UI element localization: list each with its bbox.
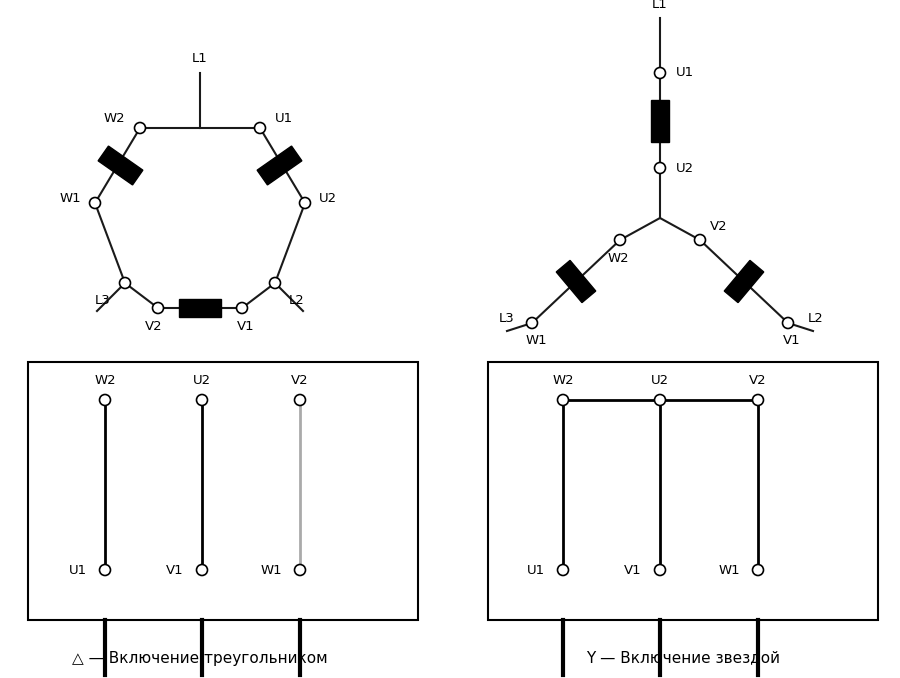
Text: L3: L3: [499, 313, 514, 325]
Polygon shape: [724, 260, 764, 302]
Text: U1: U1: [676, 66, 694, 79]
Circle shape: [752, 565, 763, 576]
Text: W2: W2: [104, 111, 125, 125]
Text: U2: U2: [319, 193, 338, 205]
Text: U2: U2: [651, 374, 669, 386]
Polygon shape: [179, 299, 221, 317]
Circle shape: [196, 395, 208, 405]
Text: L3: L3: [95, 294, 111, 308]
Text: L1: L1: [652, 0, 668, 10]
Text: V2: V2: [710, 220, 727, 233]
Circle shape: [269, 277, 281, 289]
Text: U1: U1: [69, 563, 87, 576]
Circle shape: [255, 123, 266, 134]
Text: V1: V1: [238, 319, 255, 332]
Text: L1: L1: [192, 52, 208, 66]
Text: L2: L2: [808, 313, 824, 325]
Circle shape: [615, 235, 626, 245]
Text: W1: W1: [260, 563, 282, 576]
Circle shape: [695, 235, 706, 245]
Circle shape: [654, 68, 665, 79]
Text: V1: V1: [625, 563, 642, 576]
Circle shape: [654, 565, 665, 576]
Text: W2: W2: [553, 374, 574, 386]
Circle shape: [134, 123, 146, 134]
Text: V2: V2: [145, 319, 163, 332]
Polygon shape: [556, 260, 596, 302]
Circle shape: [294, 395, 305, 405]
Circle shape: [120, 277, 130, 289]
Circle shape: [300, 197, 310, 209]
Circle shape: [294, 565, 305, 576]
Text: U1: U1: [275, 111, 293, 125]
Circle shape: [196, 565, 208, 576]
Circle shape: [152, 302, 164, 313]
Circle shape: [526, 317, 537, 329]
Text: U2: U2: [676, 161, 694, 174]
Text: U2: U2: [193, 374, 212, 386]
Bar: [488, 362, 878, 620]
Polygon shape: [651, 100, 669, 142]
Text: Y — Включение звездой: Y — Включение звездой: [586, 650, 780, 666]
Text: W2: W2: [94, 374, 116, 386]
Text: U1: U1: [526, 563, 545, 576]
Text: W1: W1: [59, 193, 81, 205]
Text: V1: V1: [783, 334, 801, 348]
Polygon shape: [257, 146, 302, 185]
Text: W2: W2: [608, 252, 629, 264]
Text: V1: V1: [166, 563, 184, 576]
Circle shape: [237, 302, 248, 313]
Circle shape: [100, 565, 111, 576]
Text: V2: V2: [292, 374, 309, 386]
Circle shape: [654, 395, 665, 405]
Text: V2: V2: [749, 374, 767, 386]
Circle shape: [557, 395, 569, 405]
Text: L2: L2: [289, 294, 305, 308]
Circle shape: [89, 197, 101, 209]
Polygon shape: [98, 146, 143, 185]
Text: W1: W1: [526, 334, 547, 348]
Bar: [28, 362, 418, 620]
Text: W1: W1: [718, 563, 740, 576]
Circle shape: [100, 395, 111, 405]
Circle shape: [782, 317, 794, 329]
Circle shape: [557, 565, 569, 576]
Text: △ — Включение треугольником: △ — Включение треугольником: [72, 650, 328, 666]
Circle shape: [752, 395, 763, 405]
Circle shape: [654, 163, 665, 174]
